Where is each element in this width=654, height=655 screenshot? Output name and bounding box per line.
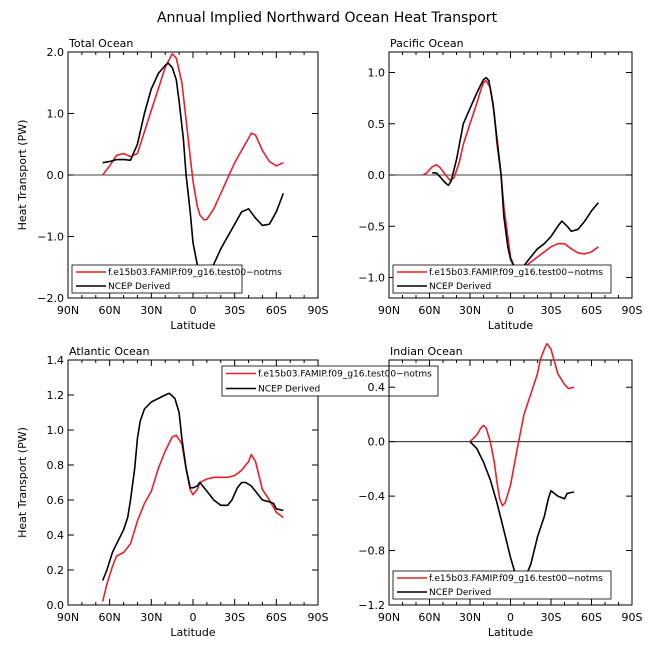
pacific-ocean-legend: f.e15b03.FAMIP.f09_g16.test00−notms NCEP …	[392, 264, 612, 294]
indian-ocean-legend-label: f.e15b03.FAMIP.f09_g16.test00−notms	[429, 574, 603, 584]
total-ocean-legend-label: NCEP Derived	[108, 282, 170, 292]
atlantic-ocean-x-tick-label: 30S	[224, 611, 245, 624]
indian-ocean-y-tick-label: 0.0	[368, 436, 386, 449]
atlantic-ocean-x-tick-label: 60N	[99, 611, 121, 624]
indian-ocean-panel-title: Indian Ocean	[390, 345, 463, 358]
atlantic-ocean-y-tick-label: 1.2	[47, 389, 65, 402]
atlantic-ocean-series-f-e15b03-famip-f09-g16-test00-notms-line	[101, 434, 284, 602]
pacific-ocean-y-tick-label: 0.5	[368, 118, 386, 131]
atlantic-ocean-x-tick-label: 0	[190, 611, 197, 624]
pacific-ocean-x-tick-label: 90S	[622, 304, 643, 317]
atlantic-ocean-series-ncep-derived-line	[101, 392, 284, 581]
total-ocean-series-ncep-derived-line	[102, 62, 285, 276]
total-ocean-x-tick-label: 60N	[99, 304, 121, 317]
atlantic-ocean-panel-title: Atlantic Ocean	[69, 345, 150, 358]
indian-ocean-y-tick-label: −0.8	[358, 545, 385, 558]
total-ocean-y-tick-label: −2.0	[37, 292, 64, 305]
indian-ocean-x-tick-label: 0	[507, 611, 514, 624]
total-ocean-legend: f.e15b03.FAMIP.f09_g16.test00−notms NCEP …	[71, 264, 282, 294]
total-ocean-y-axis-label: Heat Transport (PW)	[16, 120, 29, 231]
pacific-ocean-x-tick-label: 30S	[541, 304, 562, 317]
total-ocean-x-tick-label: 60S	[266, 304, 287, 317]
indian-ocean-legend-label: NCEP Derived	[429, 588, 491, 598]
panel-atlantic-ocean: 90N 60N 30N 0 30S 60S 90S 0.0 0.2 0.4 0.6 0.8 1.0 1.2…	[16, 345, 439, 639]
indian-ocean-legend: f.e15b03.FAMIP.f09_g16.test00−notms NCEP …	[392, 570, 612, 600]
indian-ocean-x-tick-label: 30S	[541, 611, 562, 624]
atlantic-ocean-y-axis-label: Heat Transport (PW)	[16, 427, 29, 538]
pacific-ocean-x-tick-label: 60N	[418, 304, 440, 317]
atlantic-ocean-y-tick-label: 1.4	[47, 354, 65, 367]
indian-ocean-legend-box	[392, 570, 612, 600]
total-ocean-y-tick-label: 0.0	[47, 169, 65, 182]
total-ocean-series-f-e15b03-famip-f09-g16-test00-notms-line	[102, 53, 284, 221]
total-ocean-x-tick-label: 90N	[57, 304, 79, 317]
indian-ocean-x-tick-label: 90S	[622, 611, 643, 624]
indian-ocean-x-tick-label: 90N	[378, 611, 400, 624]
indian-ocean-y-tick-label: −0.4	[358, 490, 385, 503]
atlantic-ocean-legend-label: f.e15b03.FAMIP.f09_g16.test00−notms	[258, 370, 432, 380]
atlantic-ocean-y-tick-label: 0.0	[47, 599, 65, 612]
indian-ocean-y-tick-label: 0.4	[368, 381, 386, 394]
total-ocean-legend-box	[71, 264, 243, 294]
pacific-ocean-y-tick-label: −0.5	[358, 220, 385, 233]
atlantic-ocean-plot-frame	[67, 359, 319, 606]
panel-pacific-ocean: 90N 60N 30N 0 30S 60S 90S −1.0 −0.5 0.0 0.5 1.0 Paci…	[358, 37, 642, 332]
total-ocean-x-tick-label: 30S	[224, 304, 245, 317]
pacific-ocean-x-tick-label: 30N	[459, 304, 481, 317]
atlantic-ocean-x-tick-label: 60S	[266, 611, 287, 624]
pacific-ocean-x-tick-label: 90N	[378, 304, 400, 317]
panel-indian-ocean: 90N 60N 30N 0 30S 60S 90S −1.2 −0.8 −0.4 0.0 0.4 Ind…	[358, 342, 643, 639]
pacific-ocean-x-tick-label: 60S	[581, 304, 602, 317]
total-ocean-y-tick-label: 2.0	[47, 46, 65, 59]
pacific-ocean-y-tick-label: 1.0	[368, 67, 386, 80]
pacific-ocean-legend-box	[392, 264, 612, 294]
atlantic-ocean-x-axis-label: Latitude	[170, 626, 216, 639]
pacific-ocean-series-f-e15b03-famip-f09-g16-test00-notms-line	[422, 79, 599, 274]
atlantic-ocean-y-tick-label: 0.4	[47, 529, 65, 542]
total-ocean-x-tick-label: 30N	[140, 304, 162, 317]
pacific-ocean-legend-label: f.e15b03.FAMIP.f09_g16.test00−notms	[429, 268, 603, 278]
pacific-ocean-x-tick-label: 0	[507, 304, 514, 317]
total-ocean-x-tick-label: 0	[190, 304, 197, 317]
atlantic-ocean-legend-label: NCEP Derived	[258, 385, 320, 395]
atlantic-ocean-y-tick-label: 0.6	[47, 494, 65, 507]
indian-ocean-x-axis-label: Latitude	[488, 626, 534, 639]
indian-ocean-x-tick-label: 60S	[581, 611, 602, 624]
atlantic-ocean-y-tick-label: 1.0	[47, 424, 65, 437]
atlantic-ocean-y-tick-label: 0.2	[47, 564, 65, 577]
figure-title: Annual Implied Northward Ocean Heat Tran…	[157, 10, 498, 26]
indian-ocean-y-tick-label: −1.2	[358, 599, 385, 612]
pacific-ocean-legend-label: NCEP Derived	[429, 282, 491, 292]
total-ocean-y-tick-label: 1.0	[47, 108, 65, 121]
atlantic-ocean-x-tick-label: 90S	[308, 611, 329, 624]
pacific-ocean-y-tick-label: −1.0	[358, 272, 385, 285]
total-ocean-y-tick-label: −1.0	[37, 231, 64, 244]
atlantic-ocean-x-tick-label: 90N	[57, 611, 79, 624]
atlantic-ocean-x-tick-label: 30N	[140, 611, 162, 624]
indian-ocean-x-tick-label: 30N	[459, 611, 481, 624]
total-ocean-legend-label: f.e15b03.FAMIP.f09_g16.test00−notms	[108, 268, 282, 278]
atlantic-ocean-legend-box	[221, 365, 439, 397]
pacific-ocean-x-axis-label: Latitude	[488, 319, 534, 332]
total-ocean-x-tick-label: 90S	[308, 304, 329, 317]
total-ocean-panel-title: Total Ocean	[68, 37, 133, 50]
atlantic-ocean-legend: f.e15b03.FAMIP.f09_g16.test00−notms NCEP …	[221, 365, 439, 397]
indian-ocean-x-tick-label: 60N	[418, 611, 440, 624]
pacific-ocean-y-tick-label: 0.0	[368, 169, 386, 182]
panel-total-ocean: 90N 60N 30N 0 30S 60S 90S −2.0 −1.0 0.0 1.0 2.0Tota…	[16, 37, 329, 332]
pacific-ocean-series-ncep-derived-line	[432, 76, 599, 272]
pacific-ocean-panel-title: Pacific Ocean	[390, 37, 464, 50]
indian-ocean-series-ncep-derived-line	[469, 441, 575, 586]
indian-ocean-series-f-e15b03-famip-f09-g16-test00-notms-line	[469, 342, 575, 507]
atlantic-ocean-y-tick-label: 0.8	[47, 459, 65, 472]
total-ocean-x-axis-label: Latitude	[170, 319, 216, 332]
